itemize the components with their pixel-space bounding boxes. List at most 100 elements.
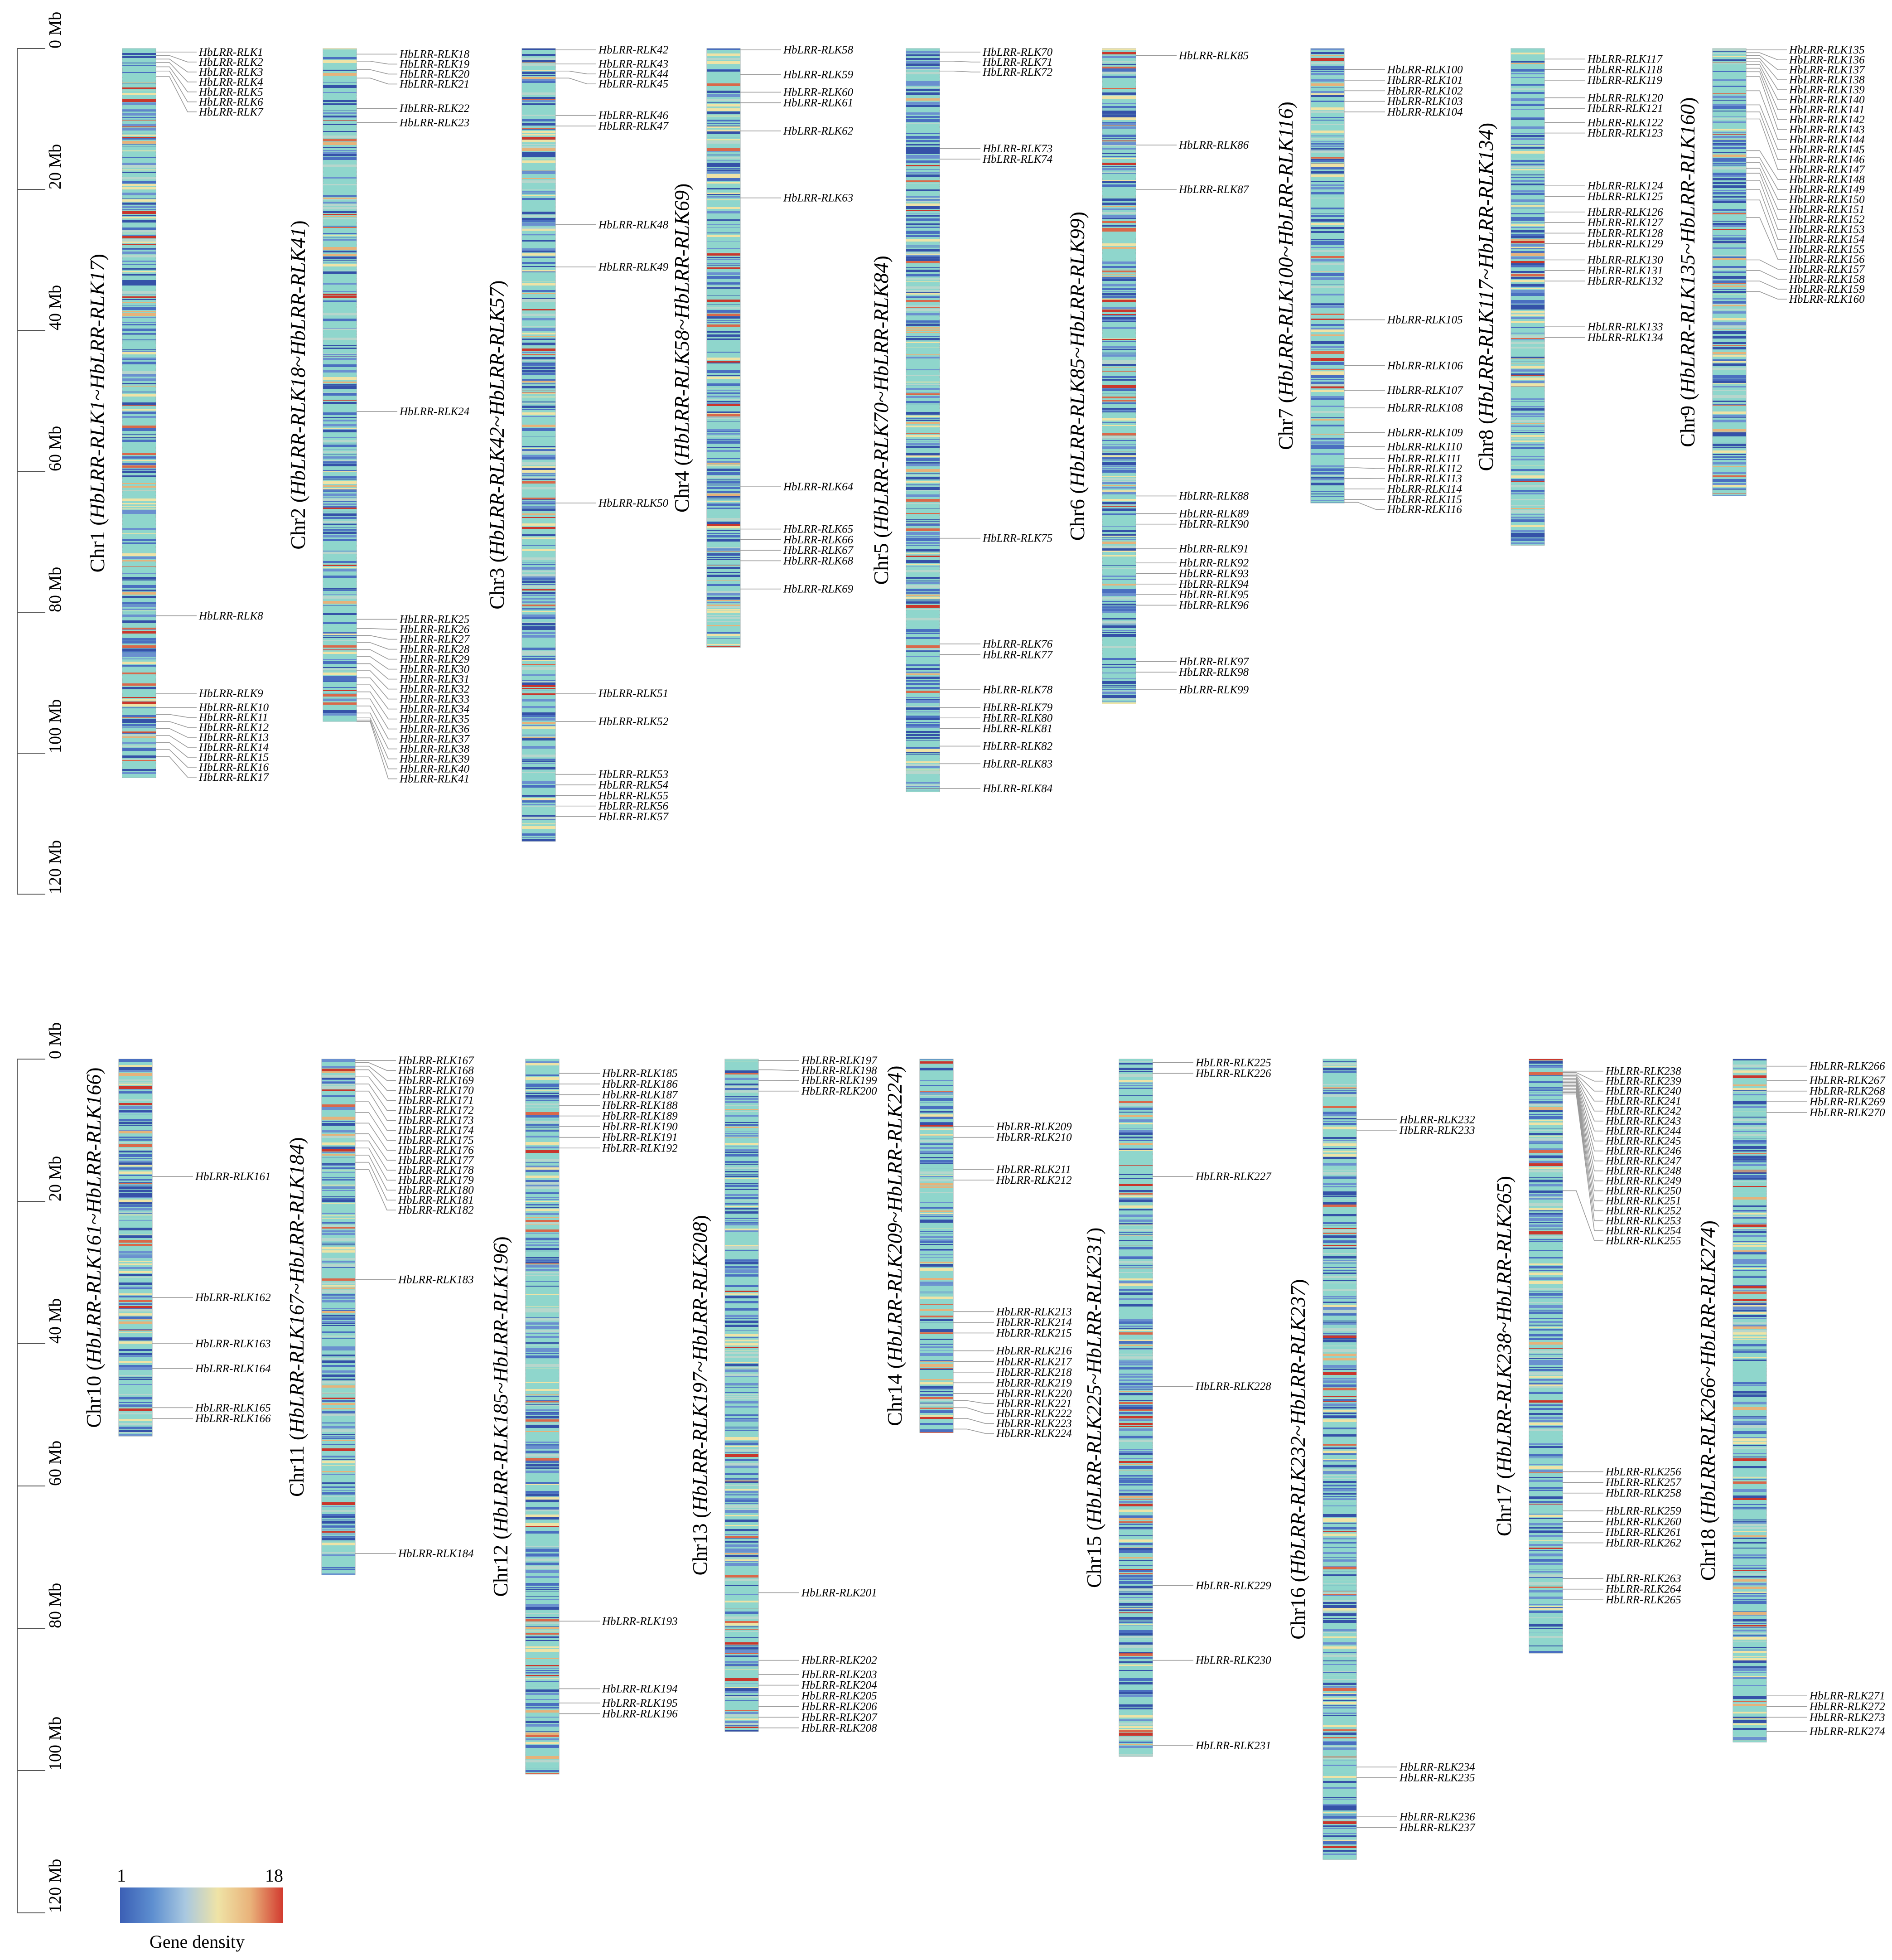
- density-stripe: [1529, 1540, 1563, 1541]
- density-stripe: [1311, 483, 1344, 485]
- density-stripe: [725, 1494, 758, 1495]
- density-stripe: [122, 248, 156, 249]
- density-stripe: [1529, 1163, 1563, 1166]
- density-stripe: [323, 345, 357, 346]
- density-stripe: [906, 63, 940, 66]
- density-stripe: [1102, 88, 1136, 89]
- density-stripe: [707, 61, 740, 64]
- chromosome-title: Chr4 (HbLRR-RLK58~HbLRR-RLK69): [670, 184, 693, 513]
- density-stripe: [906, 54, 940, 56]
- density-stripe: [322, 1388, 355, 1389]
- density-stripe: [1511, 311, 1544, 313]
- density-stripe: [522, 113, 555, 115]
- density-stripe: [1311, 338, 1344, 340]
- density-stripe: [323, 152, 357, 154]
- density-stripe: [322, 1185, 355, 1186]
- density-stripe: [522, 774, 555, 777]
- density-stripe: [122, 471, 156, 473]
- density-stripe: [1511, 293, 1544, 296]
- density-stripe: [522, 671, 555, 673]
- density-stripe: [122, 409, 156, 411]
- density-stripe: [522, 134, 555, 136]
- density-stripe: [1529, 1552, 1563, 1553]
- density-stripe: [1323, 1123, 1356, 1125]
- density-stripe: [1119, 1667, 1153, 1670]
- density-stripe: [1323, 1650, 1356, 1651]
- density-stripe: [1323, 1825, 1356, 1827]
- density-stripe: [526, 1098, 559, 1099]
- density-stripe: [1102, 151, 1136, 152]
- density-stripe: [323, 471, 357, 472]
- density-stripe: [906, 169, 940, 170]
- density-stripe: [122, 242, 156, 243]
- density-stripe: [1323, 1430, 1356, 1431]
- density-stripe: [1323, 1084, 1356, 1085]
- density-stripe: [522, 763, 555, 764]
- density-stripe: [526, 1278, 559, 1279]
- chromosome-title: Chr6 (HbLRR-RLK85~HbLRR-RLK99): [1066, 212, 1089, 541]
- density-stripe: [725, 1661, 758, 1663]
- gene-label: HbLRR-RLK246: [1605, 1145, 1681, 1157]
- gene-label: HbLRR-RLK6: [198, 96, 263, 108]
- density-stripe: [526, 1189, 559, 1191]
- chromosome-name: Chr12 (: [489, 1533, 512, 1597]
- density-stripe: [522, 534, 555, 536]
- gene-label: HbLRR-RLK163: [195, 1338, 271, 1350]
- density-stripe: [323, 552, 357, 554]
- density-stripe: [522, 557, 555, 560]
- density-stripe: [1529, 1611, 1563, 1613]
- density-stripe: [725, 1300, 758, 1301]
- density-stripe: [122, 313, 156, 316]
- gene-label: HbLRR-RLK30: [399, 663, 470, 676]
- density-stripe: [526, 1491, 559, 1494]
- density-stripe: [920, 1065, 953, 1067]
- density-stripe: [522, 195, 555, 196]
- density-stripe: [1511, 338, 1544, 339]
- density-stripe: [1529, 1462, 1563, 1463]
- density-stripe: [322, 1554, 355, 1556]
- density-stripe: [1323, 1322, 1356, 1323]
- density-stripe: [122, 599, 156, 602]
- density-stripe: [323, 124, 357, 125]
- density-stripe: [322, 1140, 355, 1142]
- density-stripe: [1529, 1620, 1563, 1622]
- density-stripe: [1311, 179, 1344, 180]
- density-stripe: [526, 1272, 559, 1273]
- density-stripe: [122, 78, 156, 80]
- density-stripe: [122, 235, 156, 236]
- density-stripe: [725, 1105, 758, 1106]
- density-stripe: [1119, 1449, 1153, 1450]
- density-stripe: [1323, 1514, 1356, 1517]
- density-stripe: [526, 1613, 559, 1614]
- gene-label: HbLRR-RLK110: [1387, 441, 1462, 453]
- density-stripes: [920, 1059, 953, 1433]
- density-stripe: [1102, 218, 1136, 219]
- density-stripe: [725, 1343, 758, 1345]
- chromosome-chr16: Chr16 (HbLRR-RLK232~HbLRR-RLK237)HbLRR-R…: [1286, 1059, 1476, 1860]
- density-stripe: [707, 498, 740, 499]
- density-stripe: [1511, 505, 1544, 506]
- density-stripe: [920, 1171, 953, 1174]
- density-stripe: [1529, 1357, 1563, 1358]
- density-stripe: [1311, 55, 1344, 56]
- density-stripe: [906, 168, 940, 169]
- density-stripe: [906, 672, 940, 673]
- density-stripe: [122, 573, 156, 574]
- density-stripe: [522, 523, 555, 526]
- density-stripe: [526, 1224, 559, 1225]
- density-stripe: [1511, 317, 1544, 319]
- density-stripe: [906, 513, 940, 514]
- range-close: ): [286, 220, 309, 227]
- density-stripe: [522, 360, 555, 361]
- density-stripe: [323, 219, 357, 222]
- density-stripe: [322, 1300, 355, 1302]
- density-stripe: [322, 1474, 355, 1475]
- density-stripe: [1511, 530, 1544, 532]
- density-stripe: [522, 798, 555, 800]
- density-stripe: [725, 1139, 758, 1141]
- density-stripe: [323, 335, 357, 336]
- density-stripe: [1102, 625, 1136, 628]
- density-stripe: [323, 539, 357, 541]
- gene-label: HbLRR-RLK64: [783, 481, 853, 493]
- density-stripe: [1511, 147, 1544, 149]
